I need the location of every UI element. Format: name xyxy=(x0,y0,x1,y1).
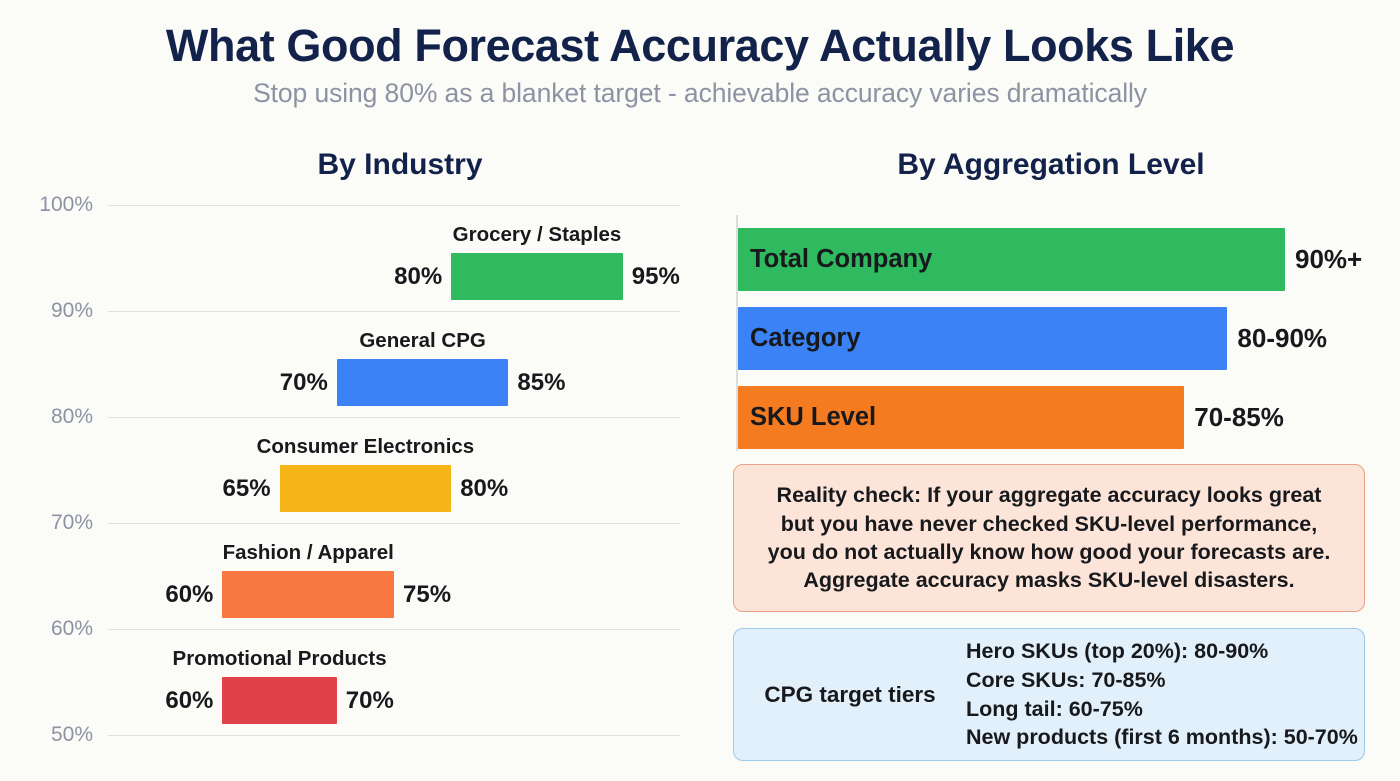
y-axis-tick-label: 70% xyxy=(50,511,93,534)
chart-heading-by-aggregation-level: By Aggregation Level xyxy=(897,148,1205,181)
industry-bar[interactable] xyxy=(451,253,623,300)
industry-bar-low-value: 65% xyxy=(222,475,271,502)
chart-by-industry: 100% 90% 80% 70% 60% 50% Grocery / Staples 80%… xyxy=(0,190,700,750)
industry-bar-label: Fashion / Apparel xyxy=(222,541,394,564)
y-axis-tick-label: 90% xyxy=(50,299,93,322)
industry-bar-label: Promotional Products xyxy=(172,647,387,670)
chart-heading-by-industry: By Industry xyxy=(317,148,483,181)
industry-bar[interactable] xyxy=(222,677,337,724)
industry-bar-low-value: 60% xyxy=(165,581,214,608)
industry-bar-high-value: 75% xyxy=(403,581,452,608)
gridline xyxy=(108,629,680,630)
cpg-target-tiers-callout: CPG target tiers Hero SKUs (top 20%): 80… xyxy=(733,628,1365,761)
gridline xyxy=(108,523,680,524)
industry-bar-high-value: 70% xyxy=(345,687,394,714)
gridline xyxy=(108,735,680,736)
y-axis-tick-label: 100% xyxy=(39,193,93,216)
gridline xyxy=(108,417,680,418)
industry-bar-low-value: 70% xyxy=(279,369,328,396)
industry-bar[interactable] xyxy=(222,571,394,618)
y-axis-tick-label: 60% xyxy=(50,617,93,640)
aggregation-bar[interactable]: Total Company xyxy=(738,228,1285,291)
reality-check-text: Reality check: If your aggregate accurac… xyxy=(767,483,1331,593)
reality-check-callout: Reality check: If your aggregate accurac… xyxy=(733,464,1365,612)
cpg-target-tiers-label: CPG target tiers xyxy=(764,681,936,707)
industry-bar-high-value: 80% xyxy=(460,475,509,502)
page-title: What Good Forecast Accuracy Actually Loo… xyxy=(165,20,1235,71)
industry-bar-low-value: 60% xyxy=(165,687,214,714)
aggregation-axis-line xyxy=(736,215,738,451)
aggregation-bar[interactable]: SKU Level xyxy=(738,386,1185,449)
aggregation-bar-label: Total Company xyxy=(750,245,933,273)
industry-bar-high-value: 95% xyxy=(631,263,680,290)
chart-gridlines: 100% 90% 80% 70% 60% 50% xyxy=(0,190,700,750)
industry-bar-label: Consumer Electronics xyxy=(256,435,475,458)
industry-bar-label: General CPG xyxy=(359,329,486,352)
industry-bar[interactable] xyxy=(336,359,509,406)
aggregation-bar-value: 90%+ xyxy=(1295,244,1363,274)
cpg-target-tiers-list: Hero SKUs (top 20%): 80-90% Core SKUs: 7… xyxy=(966,639,1358,750)
industry-bar-low-value: 80% xyxy=(394,263,443,290)
header: What Good Forecast Accuracy Actually Loo… xyxy=(0,22,1400,109)
aggregation-bar[interactable]: Category xyxy=(738,307,1228,370)
aggregation-bar-value: 70-85% xyxy=(1194,402,1284,432)
aggregation-bar-label: Category xyxy=(750,324,861,352)
aggregation-bar-label: SKU Level xyxy=(750,403,877,431)
y-axis-tick-label: 50% xyxy=(50,723,93,746)
gridline xyxy=(108,311,680,312)
page-subtitle: Stop using 80% as a blanket target - ach… xyxy=(253,78,1147,109)
industry-bar-high-value: 85% xyxy=(517,369,566,396)
industry-bar-label: Grocery / Staples xyxy=(452,223,622,246)
industry-bar[interactable] xyxy=(279,465,452,512)
industry-bar-group: Grocery / Staples 80% 95% General CPG 70% 85%… xyxy=(0,190,700,750)
aggregation-bar-value: 80-90% xyxy=(1237,323,1328,353)
gridline xyxy=(108,205,680,206)
y-axis-tick-label: 80% xyxy=(50,405,93,428)
